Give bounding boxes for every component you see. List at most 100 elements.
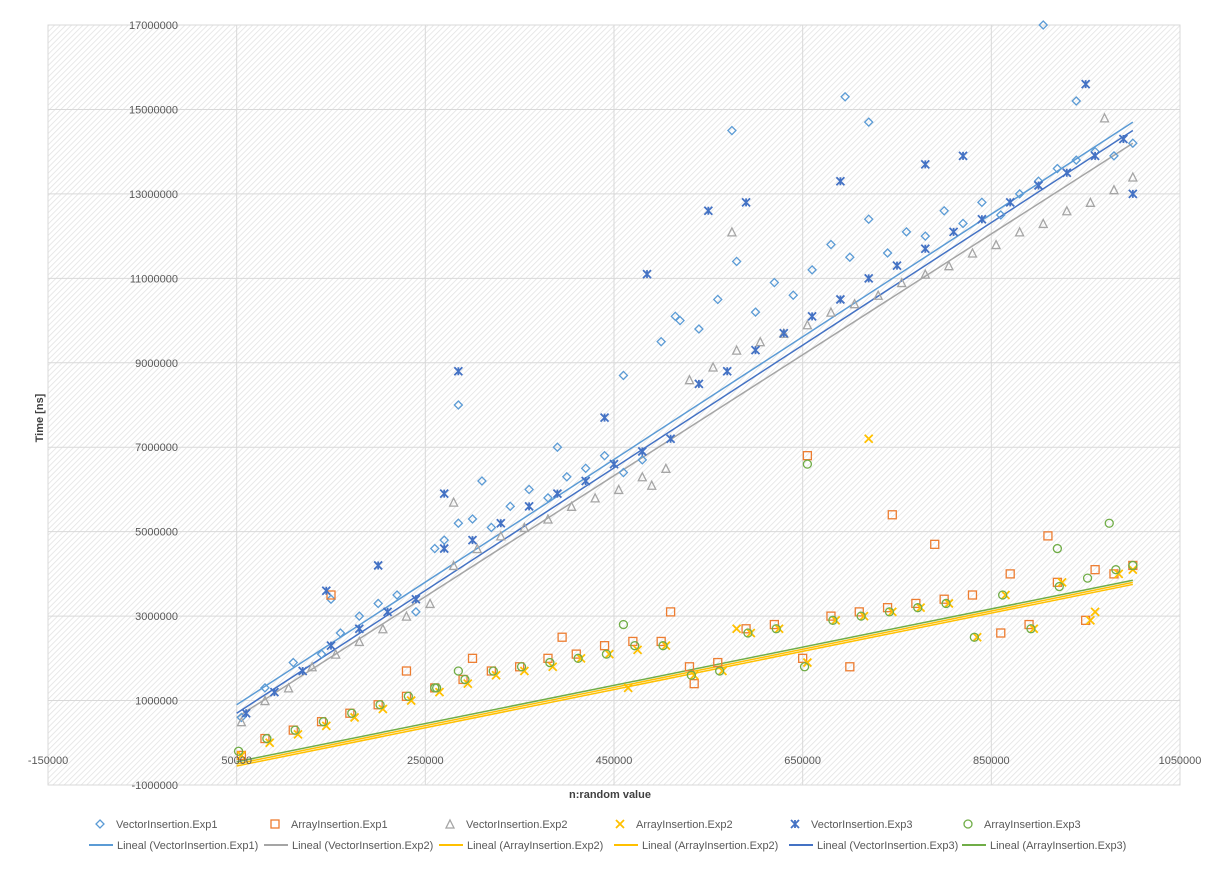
legend-entry-label: Lineal (VectorInsertion.Exp2)	[292, 840, 433, 852]
data-point	[439, 543, 449, 554]
data-point	[882, 603, 893, 613]
data-point	[1005, 197, 1015, 207]
legend-entry-label: ArrayInsertion.Exp1	[291, 819, 388, 831]
data-point	[318, 717, 329, 727]
data-point	[326, 594, 336, 605]
data-point	[996, 628, 1006, 638]
legend: VectorInsertion.Exp1 ArrayInsertion.Exp1 V…	[89, 818, 1126, 852]
data-point	[887, 607, 897, 617]
data-point	[798, 653, 808, 663]
data-point	[1082, 573, 1093, 583]
data-point	[990, 239, 1002, 250]
legend-entry-label: Lineal (ArrayInsertion.Exp2)	[642, 840, 778, 852]
data-point	[715, 666, 725, 676]
data-point	[269, 687, 280, 697]
data-point	[856, 611, 866, 621]
data-point	[265, 738, 275, 748]
data-point	[892, 261, 902, 271]
data-point	[845, 662, 855, 672]
data-point	[967, 590, 978, 600]
data-point	[913, 603, 923, 613]
data-point	[561, 471, 572, 482]
data-point	[543, 653, 553, 663]
legend-marker	[95, 819, 105, 829]
data-point	[726, 125, 737, 136]
data-point	[373, 560, 383, 571]
data-point	[1128, 560, 1138, 571]
data-point	[873, 289, 884, 300]
data-point	[746, 628, 756, 638]
data-point	[901, 226, 912, 237]
legend-entry-label: VectorInsertion.Exp2	[466, 819, 568, 831]
data-point	[1052, 543, 1063, 554]
data-point	[347, 708, 357, 718]
data-point	[1090, 151, 1100, 161]
data-point	[401, 666, 412, 676]
data-point	[335, 628, 346, 638]
data-point	[349, 712, 360, 723]
data-point	[1054, 581, 1064, 592]
gridlines	[47, 24, 1181, 786]
data-point	[429, 543, 440, 554]
data-point	[1090, 607, 1100, 617]
data-point	[825, 306, 837, 317]
trendline	[236, 142, 1134, 719]
data-point	[859, 611, 869, 621]
data-points	[233, 20, 1138, 761]
data-point	[542, 513, 554, 524]
data-point	[665, 607, 676, 617]
data-point	[828, 615, 838, 625]
data-point	[750, 307, 761, 318]
data-point	[516, 662, 527, 672]
data-point	[448, 559, 459, 571]
data-point	[713, 657, 723, 668]
data-point	[467, 514, 478, 524]
data-point	[802, 657, 813, 668]
x-tick-label: 1050000	[1159, 755, 1202, 767]
data-point	[731, 256, 742, 267]
data-point	[831, 615, 841, 625]
data-point	[463, 679, 473, 689]
legend-entry-label: VectorInsertion.Exp1	[116, 819, 218, 831]
data-point	[646, 479, 657, 490]
data-point	[731, 624, 742, 634]
data-point	[505, 501, 516, 512]
data-point	[750, 345, 761, 355]
data-point	[259, 695, 271, 706]
data-point	[802, 319, 813, 330]
data-point	[477, 476, 487, 486]
data-point	[1061, 205, 1072, 216]
data-point	[1071, 155, 1082, 166]
data-point	[741, 624, 751, 634]
data-point	[590, 492, 601, 503]
y-tick-label: -1000000	[132, 780, 179, 792]
data-point	[486, 522, 497, 533]
data-point	[1014, 188, 1025, 199]
data-point	[675, 315, 685, 326]
data-point	[689, 670, 699, 680]
data-point	[967, 247, 978, 258]
data-point	[599, 413, 610, 423]
y-tick-label: 1000000	[135, 696, 178, 708]
data-point	[755, 336, 766, 347]
data-point	[835, 294, 846, 305]
data-point	[618, 370, 629, 381]
legend-marker	[444, 818, 456, 829]
data-point	[403, 691, 414, 701]
data-point	[1085, 615, 1096, 625]
data-point	[524, 484, 535, 495]
data-point	[543, 492, 553, 503]
data-point	[571, 649, 581, 659]
data-point	[1099, 112, 1110, 123]
data-point	[236, 716, 247, 727]
data-point	[972, 632, 982, 642]
data-point	[1109, 150, 1119, 161]
data-point	[599, 641, 610, 651]
data-point	[741, 197, 751, 207]
data-point	[693, 324, 704, 334]
x-tick-label: -150000	[28, 755, 68, 767]
data-point	[439, 535, 450, 546]
data-point	[321, 721, 331, 731]
data-point	[552, 442, 563, 453]
